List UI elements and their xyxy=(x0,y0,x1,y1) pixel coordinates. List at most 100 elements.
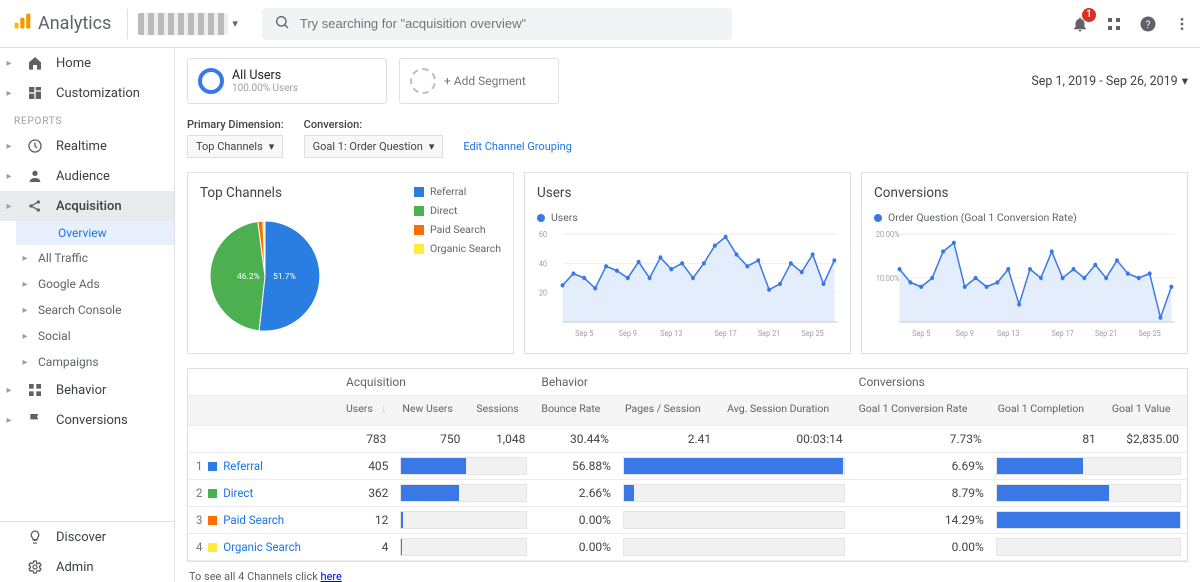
legend-item: Paid Search xyxy=(414,223,501,236)
behavior-icon xyxy=(26,382,44,398)
conversion-select[interactable]: Goal 1: Order Question▾ xyxy=(304,135,444,158)
conversions-line-chart: 10.00%20.00% Sep 5Sep 9Sep 13Sep 17Sep 2… xyxy=(874,228,1175,342)
legend-swatch-icon xyxy=(414,244,424,254)
svg-text:60: 60 xyxy=(539,230,547,239)
sidebar-sub-social[interactable]: ▸Social xyxy=(16,323,174,349)
segment-all-users[interactable]: All Users 100.00% Users xyxy=(187,58,387,104)
caret-down-icon: ▾ xyxy=(1182,73,1188,89)
svg-text:20.00%: 20.00% xyxy=(876,230,900,239)
svg-text:Sep 21: Sep 21 xyxy=(1095,329,1117,338)
sidebar-item-behavior[interactable]: ▸ Behavior xyxy=(0,375,174,405)
sidebar-item-label: Google Ads xyxy=(38,277,100,291)
table-row: 2 Direct 362 2.66% 8.79% xyxy=(188,480,1187,507)
panel-title: Conversions xyxy=(874,185,1175,201)
table-row: 3 Paid Search 12 0.00% 14.29% xyxy=(188,507,1187,534)
legend-item: Referral xyxy=(414,185,501,198)
date-range-label: Sep 1, 2019 - Sep 26, 2019 xyxy=(1031,74,1177,89)
overflow-menu-button[interactable] xyxy=(1168,10,1196,38)
sidebar-item-label: Home xyxy=(56,56,91,71)
product-logo[interactable]: Analytics xyxy=(12,11,111,36)
sidebar-item-customization[interactable]: ▸ Customization xyxy=(0,78,174,108)
svg-text:51.7%: 51.7% xyxy=(273,272,296,282)
svg-text:Sep 9: Sep 9 xyxy=(619,329,637,338)
main-content: All Users 100.00% Users + Add Segment Se… xyxy=(175,48,1200,582)
svg-text:Sep 17: Sep 17 xyxy=(1051,329,1073,338)
notification-badge: 1 xyxy=(1082,8,1096,22)
channel-link[interactable]: Direct xyxy=(223,486,253,500)
sidebar-item-realtime[interactable]: ▸ Realtime xyxy=(0,131,174,161)
channel-link[interactable]: Organic Search xyxy=(223,540,301,554)
sidebar-item-label: Acquisition xyxy=(56,199,122,214)
caret-right-icon: ▸ xyxy=(20,357,30,368)
sidebar-leaf-overview[interactable]: Overview xyxy=(16,221,174,245)
svg-text:Sep 13: Sep 13 xyxy=(997,329,1019,338)
caret-right-icon: ▸ xyxy=(4,385,14,396)
pie-legend: Referral Direct Paid Search Organic Search xyxy=(414,185,501,345)
sidebar-item-label: All Traffic xyxy=(38,251,88,265)
channel-link[interactable]: Paid Search xyxy=(223,513,284,527)
bulb-icon xyxy=(26,529,44,545)
help-button[interactable]: ? xyxy=(1134,10,1162,38)
pie-chart: 46.2%51.7% xyxy=(200,211,404,345)
table-row: 1 Referral 405 56.88% 6.69% xyxy=(188,453,1187,480)
svg-text:20: 20 xyxy=(539,288,547,297)
sidebar-sub-campaigns[interactable]: ▸ Campaigns xyxy=(16,349,174,375)
sidebar-item-acquisition[interactable]: ▸ Acquisition xyxy=(0,191,174,221)
account-switcher[interactable]: ▾ xyxy=(127,9,246,39)
svg-text:Sep 17: Sep 17 xyxy=(714,329,736,338)
sidebar-item-home[interactable]: ▸ Home xyxy=(0,48,174,78)
svg-text:Sep 5: Sep 5 xyxy=(575,329,593,338)
see-all-link[interactable]: here xyxy=(321,570,342,582)
reports-section-label: REPORTS xyxy=(0,108,174,131)
date-range-picker[interactable]: Sep 1, 2019 - Sep 26, 2019 ▾ xyxy=(1031,73,1188,89)
sidebar-sub-google ads[interactable]: ▸Google Ads xyxy=(16,271,174,297)
apps-button[interactable] xyxy=(1100,10,1128,38)
product-name: Analytics xyxy=(38,13,111,34)
legend-item: Organic Search xyxy=(414,242,501,255)
caret-right-icon: ▸ xyxy=(4,58,14,69)
segment-empty-ring-icon xyxy=(410,68,436,94)
legend-swatch-icon xyxy=(414,187,424,197)
ga-logo-icon xyxy=(12,11,32,36)
svg-text:Sep 25: Sep 25 xyxy=(1139,329,1161,338)
sidebar-item-label: Admin xyxy=(56,560,94,575)
caret-right-icon: ▸ xyxy=(20,331,30,342)
search-input[interactable] xyxy=(298,15,720,32)
sidebar-item-label: Campaigns xyxy=(38,355,99,369)
caret-right-icon: ▸ xyxy=(20,253,30,264)
edit-channel-grouping-link[interactable]: Edit Channel Grouping xyxy=(463,140,572,153)
user-icon xyxy=(26,168,44,184)
sidebar-item-label: Audience xyxy=(56,169,110,184)
caret-right-icon: ▸ xyxy=(4,171,14,182)
search-bar[interactable] xyxy=(262,8,732,40)
sidebar-item-admin[interactable]: Admin xyxy=(0,552,174,582)
svg-text:Sep 21: Sep 21 xyxy=(758,329,780,338)
panel-top-channels: Top Channels 46.2%51.7% ReferralDirectPa… xyxy=(187,172,514,354)
sidebar-item-discover[interactable]: Discover xyxy=(0,522,174,552)
legend-item: Direct xyxy=(414,204,501,217)
caret-right-icon: ▸ xyxy=(4,141,14,152)
svg-text:40: 40 xyxy=(539,259,547,268)
svg-text:Sep 9: Sep 9 xyxy=(956,329,974,338)
notifications-button[interactable]: 1 xyxy=(1066,10,1094,38)
primary-dimension-select[interactable]: Top Channels▾ xyxy=(187,135,283,158)
sidebar-item-conversions[interactable]: ▸ Conversions xyxy=(0,405,174,435)
svg-text:Sep 5: Sep 5 xyxy=(912,329,930,338)
sidebar-item-label: Realtime xyxy=(56,139,107,154)
sidebar-sub-search console[interactable]: ▸Search Console xyxy=(16,297,174,323)
dashboard-icon xyxy=(26,85,44,101)
sidebar-item-label: Behavior xyxy=(56,383,106,398)
sidebar-item-audience[interactable]: ▸ Audience xyxy=(0,161,174,191)
sidebar-item-label: Discover xyxy=(56,530,106,545)
channel-link[interactable]: Referral xyxy=(223,459,263,473)
sidebar-item-label: Conversions xyxy=(56,413,128,428)
series-label: Order Question (Goal 1 Conversion Rate) xyxy=(888,211,1077,224)
legend-swatch-icon xyxy=(414,206,424,216)
sidebar-sub-all traffic[interactable]: ▸ All Traffic xyxy=(16,245,174,271)
caret-right-icon: ▸ xyxy=(4,201,14,212)
sidebar-item-label: Search Console xyxy=(38,303,121,317)
sidebar: ▸ Home ▸ CustomizationREPORTS ▸ Realtime… xyxy=(0,48,175,582)
segment-add[interactable]: + Add Segment xyxy=(399,58,559,104)
svg-text:Sep 13: Sep 13 xyxy=(660,329,682,338)
caret-down-icon: ▾ xyxy=(429,140,435,153)
